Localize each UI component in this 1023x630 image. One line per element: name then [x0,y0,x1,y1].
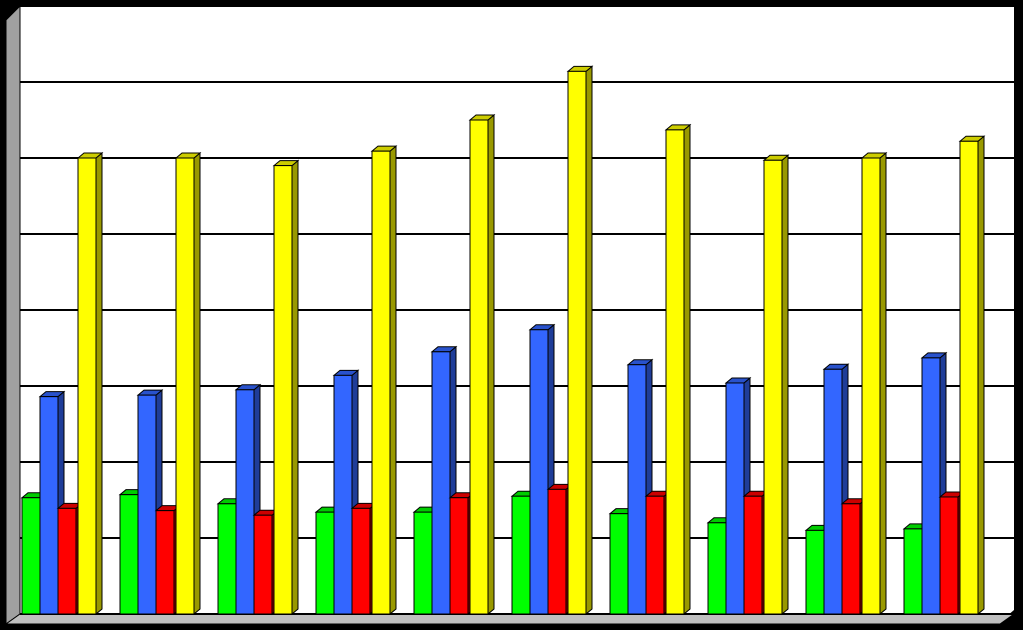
bar [529,329,549,615]
bar [743,495,763,615]
bar-side [977,135,985,616]
bar [137,394,157,615]
bar [939,496,959,615]
bar [21,497,41,615]
bar [175,157,195,615]
bar [665,129,685,615]
bar [253,514,273,615]
bar [371,150,391,615]
bar-side [389,145,397,616]
bar [823,368,843,615]
bar [155,510,175,615]
bar [469,119,489,615]
bar [903,528,923,615]
bar-side [95,151,103,616]
bar-side [781,154,789,616]
bar [217,503,237,615]
bar [77,157,97,615]
bar [959,140,979,615]
bar-side [193,151,201,616]
bar-side [585,65,593,616]
bar [273,165,293,615]
bar [413,511,433,615]
bar [511,495,531,615]
bar [609,513,629,615]
bar [763,159,783,615]
side-wall [5,4,21,625]
bar-side [291,159,299,616]
bar [431,351,451,615]
bar [707,522,727,615]
bar [645,495,665,615]
bar [449,497,469,615]
bar [351,507,371,615]
bar-side [487,113,495,616]
bar [567,70,587,615]
bar [921,357,941,615]
bar [315,511,335,615]
bar [725,382,745,615]
bar [333,374,353,615]
bar [805,529,825,615]
bar-side [683,123,691,616]
bar [627,364,647,615]
bar [841,503,861,615]
bar [57,507,77,615]
floor [4,613,1016,625]
bar [119,494,139,615]
bar [547,488,567,615]
bar [39,396,59,615]
bar-side [879,151,887,616]
bar [235,389,255,615]
bar [861,157,881,615]
